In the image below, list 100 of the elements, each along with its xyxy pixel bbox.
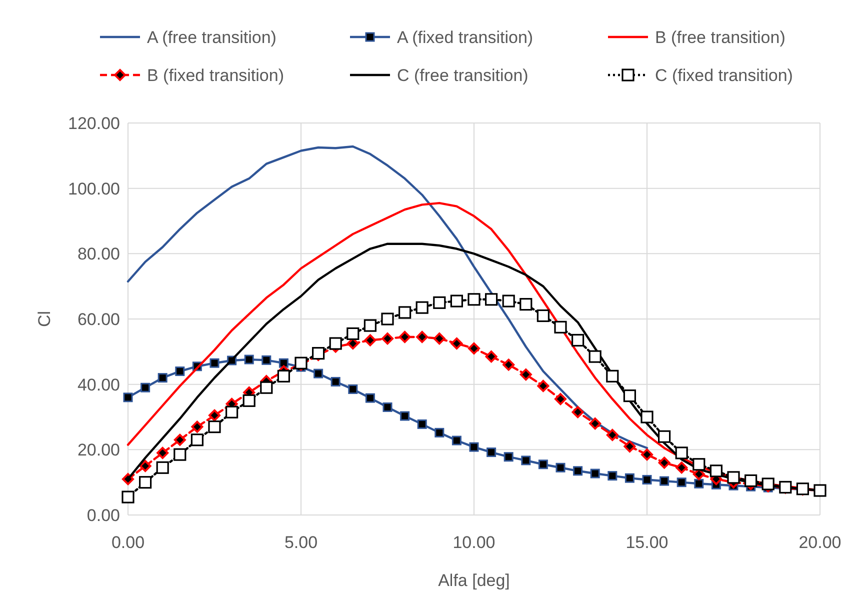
- point: [572, 406, 584, 418]
- point: [606, 370, 619, 382]
- point: [485, 293, 498, 306]
- point: [210, 358, 220, 368]
- point: [190, 434, 204, 446]
- point: [520, 368, 532, 381]
- legend-label: B (fixed transition): [147, 66, 284, 85]
- point: [744, 474, 758, 487]
- point: [346, 327, 360, 340]
- legend-label: A (free transition): [147, 28, 276, 47]
- point: [694, 478, 704, 488]
- point: [536, 309, 550, 322]
- y-tick-label: 60.00: [77, 310, 120, 329]
- point: [175, 366, 185, 376]
- point: [502, 358, 515, 371]
- point: [174, 448, 186, 461]
- point: [641, 448, 653, 461]
- point: [658, 430, 671, 443]
- point: [364, 319, 376, 332]
- point: [400, 411, 410, 421]
- point: [469, 442, 479, 452]
- point: [468, 342, 480, 354]
- point: [244, 354, 254, 364]
- y-tick-label: 0.00: [86, 506, 120, 525]
- point: [485, 350, 498, 363]
- point: [174, 434, 186, 446]
- point: [554, 393, 566, 406]
- point: [502, 294, 515, 308]
- y-tick-label: 80.00: [77, 244, 120, 264]
- point: [348, 384, 358, 394]
- x-tick-label: 0.00: [111, 533, 145, 552]
- point: [675, 446, 688, 460]
- point: [260, 381, 273, 394]
- legend-label: C (free transition): [397, 66, 528, 85]
- x-tick-label: 10.00: [452, 533, 496, 552]
- point: [364, 334, 376, 346]
- point: [242, 394, 256, 407]
- point: [692, 458, 706, 471]
- point: [156, 461, 169, 474]
- point: [398, 306, 412, 319]
- point: [398, 330, 411, 343]
- point: [727, 471, 740, 484]
- point: [381, 312, 394, 326]
- point: [762, 478, 774, 490]
- point: [416, 330, 428, 343]
- point: [624, 440, 636, 452]
- point: [382, 332, 394, 345]
- x-tick-label: 20.00: [798, 533, 842, 552]
- x-tick-label: 5.00: [284, 533, 318, 552]
- point: [329, 337, 342, 350]
- y-tick-label: 100.00: [68, 179, 120, 198]
- point: [208, 409, 220, 422]
- point: [710, 464, 722, 478]
- point: [572, 334, 584, 347]
- point: [434, 428, 444, 438]
- point: [416, 301, 428, 314]
- point: [314, 368, 324, 378]
- point: [658, 456, 670, 469]
- point: [486, 448, 496, 458]
- point: [554, 320, 567, 334]
- point: [365, 393, 375, 403]
- y-tick-label: 120.00: [68, 114, 120, 133]
- point: [588, 350, 602, 363]
- y-tick-label: 20.00: [77, 440, 120, 460]
- x-tick-label: 15.00: [626, 533, 668, 552]
- point: [589, 418, 602, 430]
- point: [191, 420, 204, 433]
- legend-label: C (fixed transition): [655, 66, 793, 85]
- point: [573, 466, 583, 476]
- point: [590, 468, 600, 478]
- point: [262, 355, 272, 365]
- legend-label: A (fixed transition): [397, 28, 534, 47]
- point: [450, 338, 463, 350]
- point: [139, 460, 152, 472]
- point: [623, 389, 636, 402]
- point: [450, 294, 463, 308]
- y-axis-title: Cl: [35, 310, 54, 328]
- point: [122, 490, 134, 504]
- point: [642, 474, 652, 484]
- point: [417, 419, 427, 429]
- point: [676, 478, 686, 488]
- x-axis-title: Alfa [deg]: [438, 571, 510, 590]
- point: [139, 476, 152, 489]
- point: [468, 293, 480, 306]
- legend-label: B (free transition): [655, 28, 786, 47]
- point: [330, 376, 340, 386]
- point: [520, 298, 532, 311]
- point: [640, 410, 654, 424]
- point: [660, 476, 670, 486]
- point: [538, 460, 548, 470]
- point: [208, 420, 221, 434]
- point: [433, 332, 446, 345]
- point: [123, 392, 133, 402]
- point: [624, 473, 634, 483]
- y-tick-label: 40.00: [77, 375, 120, 394]
- point: [433, 296, 446, 309]
- point: [382, 402, 392, 412]
- point: [156, 446, 169, 459]
- point: [556, 462, 566, 472]
- point: [521, 456, 531, 466]
